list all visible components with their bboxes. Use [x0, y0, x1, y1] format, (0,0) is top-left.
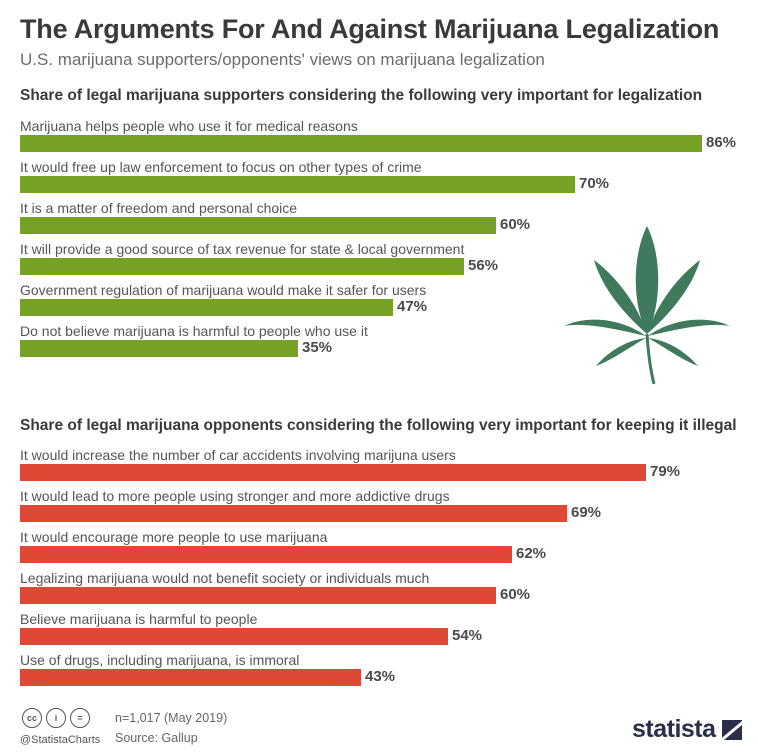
brand-mark-icon [721, 719, 742, 740]
supporters-bar-label: It will provide a good source of tax rev… [20, 241, 465, 257]
supporters-bar-value: 56% [468, 257, 499, 274]
brand-logo[interactable]: statista [632, 715, 742, 744]
supporters-bar [20, 258, 464, 275]
supporters-bar [20, 135, 702, 152]
opponents-section-title: Share of legal marijuana opponents consi… [20, 417, 737, 434]
sample-size-note: n=1,017 (May 2019) [115, 711, 228, 725]
supporters-bar-label: Do not believe marijuana is harmful to p… [20, 323, 368, 339]
chart-title: The Arguments For And Against Marijuana … [20, 14, 720, 44]
by-icon: i [46, 708, 66, 728]
cannabis-leaf-icon [564, 226, 730, 385]
supporters-bar-value: 86% [706, 134, 737, 151]
opponents-bar [20, 464, 646, 481]
opponents-bar-value: 79% [650, 463, 681, 480]
supporters-bar-value: 47% [397, 298, 428, 315]
opponents-bar-value: 60% [500, 586, 531, 603]
supporters-bar-label: Marijuana helps people who use it for me… [20, 118, 358, 134]
supporters-section-title: Share of legal marijuana supporters cons… [20, 87, 703, 104]
supporters-bar [20, 299, 393, 316]
opponents-bar [20, 546, 512, 563]
social-handle: @StatistaCharts [20, 734, 101, 746]
cc-icon: cc [22, 708, 42, 728]
opponents-bar [20, 628, 448, 645]
opponents-bar-value: 54% [452, 627, 483, 644]
supporters-bar-value: 60% [500, 216, 531, 233]
supporters-bar [20, 176, 575, 193]
opponents-bar-label: It would encourage more people to use ma… [20, 529, 328, 545]
opponents-bar [20, 669, 361, 686]
supporters-bar-value: 35% [302, 339, 333, 356]
nd-icon: = [70, 708, 90, 728]
opponents-bar [20, 505, 567, 522]
supporters-bar-label: It would free up law enforcement to focu… [20, 159, 422, 175]
chart-subtitle: U.S. marijuana supporters/opponents' vie… [20, 50, 545, 69]
opponents-bar-value: 69% [571, 504, 602, 521]
brand-name: statista [632, 715, 716, 743]
supporters-bar [20, 340, 298, 357]
opponents-bar-label: Legalizing marijuana would not benefit s… [20, 570, 430, 586]
supporters-bar-label: It is a matter of freedom and personal c… [20, 200, 298, 216]
license-icons: cc i = [22, 708, 90, 728]
supporters-bar-value: 70% [579, 175, 610, 192]
supporters-bar-label: Government regulation of marijuana would… [20, 282, 427, 298]
opponents-bar-value: 62% [516, 545, 547, 562]
opponents-bar-value: 43% [365, 668, 396, 685]
opponents-bar [20, 587, 496, 604]
source-note: Source: Gallup [115, 731, 198, 745]
opponents-bar-label: It would increase the number of car acci… [20, 447, 456, 463]
opponents-bar-label: Believe marijuana is harmful to people [20, 611, 258, 627]
opponents-bar-label: Use of drugs, including marijuana, is im… [20, 652, 300, 668]
opponents-bar-label: It would lead to more people using stron… [20, 488, 450, 504]
supporters-bar [20, 217, 496, 234]
